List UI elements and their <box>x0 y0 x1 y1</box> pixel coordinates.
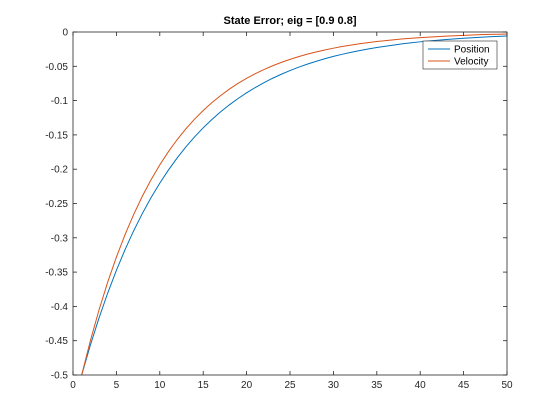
series-layer <box>81 33 508 376</box>
y-tick-label: 0 <box>62 28 68 39</box>
y-tick-label: -0.4 <box>51 302 69 313</box>
x-tick-label: 25 <box>284 380 296 391</box>
y-tick-label: -0.2 <box>51 165 69 176</box>
x-tick-label: 50 <box>501 380 513 391</box>
legend-label-velocity: Velocity <box>454 57 488 68</box>
x-tick-label: 35 <box>371 380 383 391</box>
legend-label-position: Position <box>454 45 490 56</box>
axes-background <box>73 32 507 375</box>
x-tick-label: 5 <box>114 380 120 391</box>
y-tick-label: -0.1 <box>51 96 69 107</box>
x-tick-label: 45 <box>458 380 470 391</box>
legend-box <box>422 40 498 70</box>
x-tick-label: 20 <box>241 380 253 391</box>
y-tick-label: -0.15 <box>45 130 68 141</box>
y-tick-label: -0.35 <box>45 268 68 279</box>
x-tick-label: 0 <box>70 380 76 391</box>
x-tick-label: 15 <box>198 380 210 391</box>
x-tick-label: 10 <box>154 380 166 391</box>
series-line-position <box>81 35 508 376</box>
y-tick-label: -0.3 <box>51 233 69 244</box>
y-tick-label: -0.45 <box>45 336 68 347</box>
chart-title: State Error; eig = [0.9 0.8] <box>224 15 357 27</box>
x-tick-label: 30 <box>328 380 340 391</box>
plot-area: 0 5 10 15 20 25 30 35 40 45 50 0 -0.05 -0.1 -0.15 -0.2… <box>45 28 513 392</box>
y-axis: 0 -0.05 -0.1 -0.15 -0.2 -0.25 -0.3 -0.35 -0.4 -0.… <box>45 28 507 382</box>
x-axis: 0 5 10 15 20 25 30 35 40 45 50 <box>70 32 513 391</box>
series-line-velocity <box>81 33 508 376</box>
y-tick-label: -0.5 <box>51 371 69 382</box>
y-tick-label: -0.25 <box>45 199 68 210</box>
x-tick-label: 40 <box>415 380 427 391</box>
y-tick-label: -0.05 <box>45 62 68 73</box>
